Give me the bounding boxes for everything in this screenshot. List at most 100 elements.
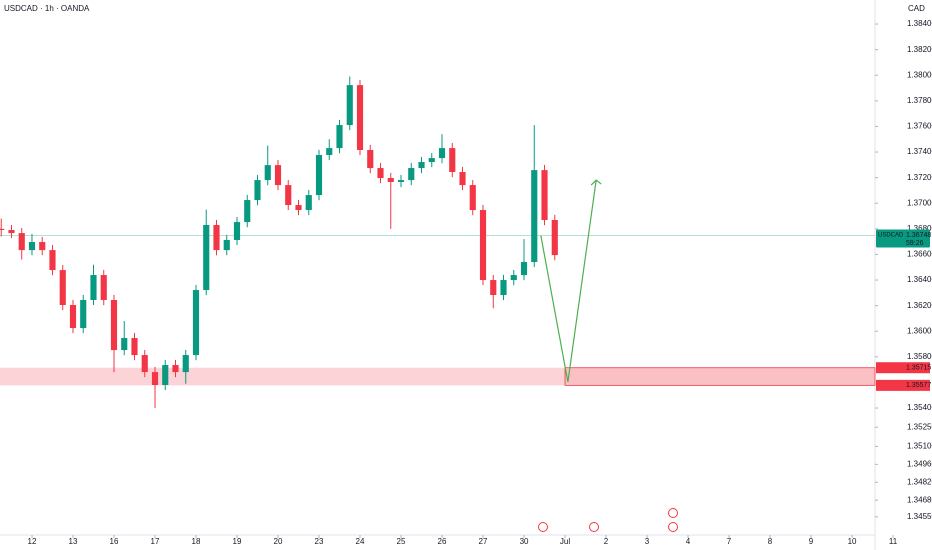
y-tick-label: 1.34820 (907, 477, 932, 486)
candle-body (469, 185, 476, 211)
zone-badge (876, 362, 930, 374)
y-tick-label: 1.35100 (907, 442, 932, 451)
candle-body (274, 165, 282, 186)
x-tick-label: 10 (848, 537, 857, 546)
y-tick-label: 1.34550 (907, 512, 932, 521)
candle-body (500, 280, 507, 296)
y-tick-label: 1.36800 (907, 224, 932, 233)
y-tick-label: 1.37600 (907, 122, 932, 131)
x-tick-label: 13 (69, 537, 78, 546)
event-icons (538, 508, 678, 532)
candle-body (110, 300, 118, 351)
candle-body (18, 233, 25, 251)
candle-body (408, 168, 415, 181)
candle-body (254, 180, 261, 201)
candle-body (59, 270, 66, 306)
candle-body (336, 125, 343, 149)
candle-body (100, 275, 107, 301)
projection-arrow (540, 179, 597, 383)
candle-body (182, 355, 189, 373)
x-tick-label: 12 (28, 537, 37, 546)
candle-body (80, 300, 87, 329)
x-tick-label: 9 (809, 537, 814, 546)
candle-body (418, 162, 425, 169)
candle-body (326, 148, 333, 155)
event-icon (538, 522, 548, 532)
x-tick-label: 4 (686, 537, 691, 546)
candle-body (295, 205, 302, 211)
candle-body (479, 210, 487, 281)
x-tick-label: 27 (479, 537, 488, 546)
x-tick-label: 19 (233, 537, 242, 546)
x-tick-label: 24 (356, 537, 365, 546)
arrow-head (590, 179, 602, 186)
candle-body (397, 180, 405, 183)
candle-body (346, 85, 353, 126)
candle-body (213, 225, 220, 251)
candle-body (531, 170, 538, 262)
x-tick-label: 8 (768, 537, 773, 546)
x-tick-label: 25 (397, 537, 406, 546)
zone-badge (876, 379, 930, 391)
y-tick-label: 1.37800 (907, 96, 932, 105)
candle-body (49, 250, 56, 271)
zone-projection (564, 367, 876, 386)
candle-body (285, 185, 292, 206)
y-tick-label: 1.38000 (907, 70, 932, 79)
y-tick-label: 1.35400 (907, 403, 932, 412)
candle-body (449, 148, 456, 173)
last-price-symbol: USDCAD (878, 233, 904, 239)
candle-body (387, 178, 394, 183)
candle-body (438, 148, 446, 159)
candle-body (428, 158, 435, 163)
candle-body (90, 275, 97, 301)
candle-body (223, 239, 230, 251)
candle-body (244, 200, 251, 223)
candles (0, 76, 558, 409)
zone-label: 1.35577 (906, 382, 931, 389)
zone (0, 367, 875, 386)
candle-body (192, 290, 200, 356)
candle-body (28, 242, 36, 251)
candle-body (356, 85, 364, 151)
x-tick-label: 17 (151, 537, 160, 546)
event-icon (589, 522, 599, 532)
y-tick-label: 1.36200 (907, 301, 932, 310)
x-tick-label: 16 (110, 537, 119, 546)
candle-body (233, 222, 241, 240)
y-tick-label: 1.34960 (907, 459, 932, 468)
candle-body (367, 150, 374, 169)
y-tick-label: 1.37200 (907, 173, 932, 182)
x-tick-label: 18 (192, 537, 201, 546)
candle-body (172, 365, 179, 373)
y-tick-label: 1.34680 (907, 495, 932, 504)
candle-body (264, 165, 271, 181)
y-tick-label: 1.35800 (907, 352, 932, 361)
candle-body (459, 172, 466, 186)
zone-label: 1.35715 (906, 365, 931, 372)
candle-body (8, 229, 15, 234)
event-icon (668, 508, 678, 518)
x-tick-label: 30 (520, 537, 529, 546)
x-tick-label: 2 (604, 537, 609, 546)
candle-body (315, 154, 323, 196)
y-tick-label: 1.36400 (907, 275, 932, 284)
candle-body (490, 280, 497, 296)
x-tick-label: Jul (560, 537, 570, 546)
y-tick-label: 1.37000 (907, 198, 932, 207)
candle-body (39, 242, 46, 251)
candle-body (151, 372, 159, 385)
x-tick-label: 20 (274, 537, 283, 546)
candle-body (121, 338, 128, 351)
x-tick-label: 7 (727, 537, 732, 546)
candle-body (520, 261, 528, 276)
candle-body (551, 220, 558, 256)
y-tick-label: 1.37400 (907, 147, 932, 156)
last-price-countdown: 59:26 (906, 240, 924, 247)
x-tick-label: 23 (315, 537, 324, 546)
x-tick-label: 11 (889, 537, 898, 546)
y-tick-label: 1.36000 (907, 326, 932, 335)
currency: CAD (908, 4, 925, 13)
